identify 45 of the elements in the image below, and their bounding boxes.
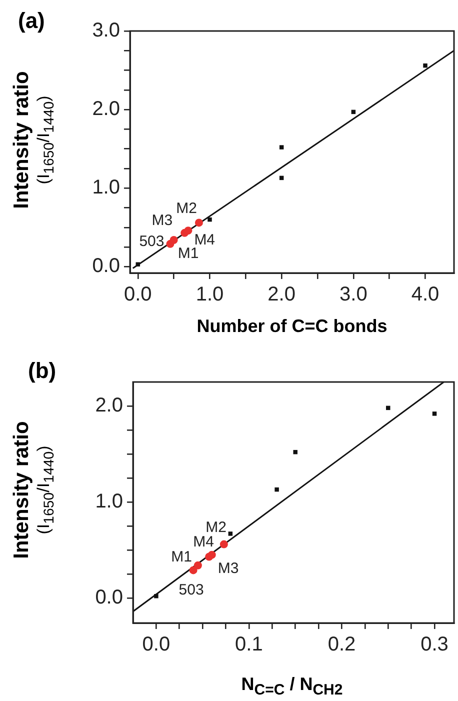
x-tick-label: 1.0 (196, 284, 224, 306)
annotation: 503 (139, 233, 164, 250)
point (194, 561, 202, 570)
annotation: M1 (171, 548, 192, 566)
point (136, 262, 140, 266)
x-tick-label: 0.0 (124, 284, 152, 306)
point (228, 532, 233, 536)
point (194, 218, 203, 227)
x-axis-title: Number of C=C bonds (196, 316, 388, 337)
point (386, 406, 390, 410)
y-tick-label: 2.0 (95, 394, 123, 417)
point (423, 63, 428, 68)
y-tick-label: 0.0 (92, 255, 120, 278)
point (189, 566, 198, 574)
x-tick-label: 0.0 (142, 634, 170, 656)
annotation: M4 (193, 533, 214, 550)
y-tick-label: 1.0 (92, 176, 120, 199)
point (220, 540, 228, 548)
annotation: M3 (218, 560, 239, 577)
x-tick-label: 0.2 (328, 634, 356, 656)
x-tick-label: 3.0 (340, 284, 368, 306)
y-tick-label: 1.0 (95, 490, 123, 513)
point (170, 236, 178, 244)
y-tick-label: 2.0 (92, 98, 120, 120)
point (208, 217, 212, 222)
y-tick-label: 0.0 (95, 586, 123, 609)
annotation: M2 (176, 200, 197, 217)
chart-title: (b) (28, 358, 56, 384)
y-tick-label: 3.0 (92, 20, 120, 42)
annotation: 503 (178, 581, 204, 598)
x-tick-label: 2.0 (268, 284, 296, 306)
point (184, 226, 192, 235)
point (293, 450, 298, 454)
x-tick-label: 0.3 (420, 634, 448, 656)
point (432, 412, 437, 416)
annotation: M3 (152, 212, 173, 230)
point (279, 145, 284, 150)
x-tick-label: 0.1 (235, 634, 263, 656)
point (154, 594, 158, 598)
x-tick-label: 4.0 (411, 284, 440, 306)
point (274, 487, 279, 492)
x-axis-title: N$_{C=C}$ / N$_{CH2}$ (241, 674, 343, 699)
chart-title: (a) (18, 8, 45, 34)
point (208, 550, 216, 559)
annotation: M2 (206, 518, 226, 536)
